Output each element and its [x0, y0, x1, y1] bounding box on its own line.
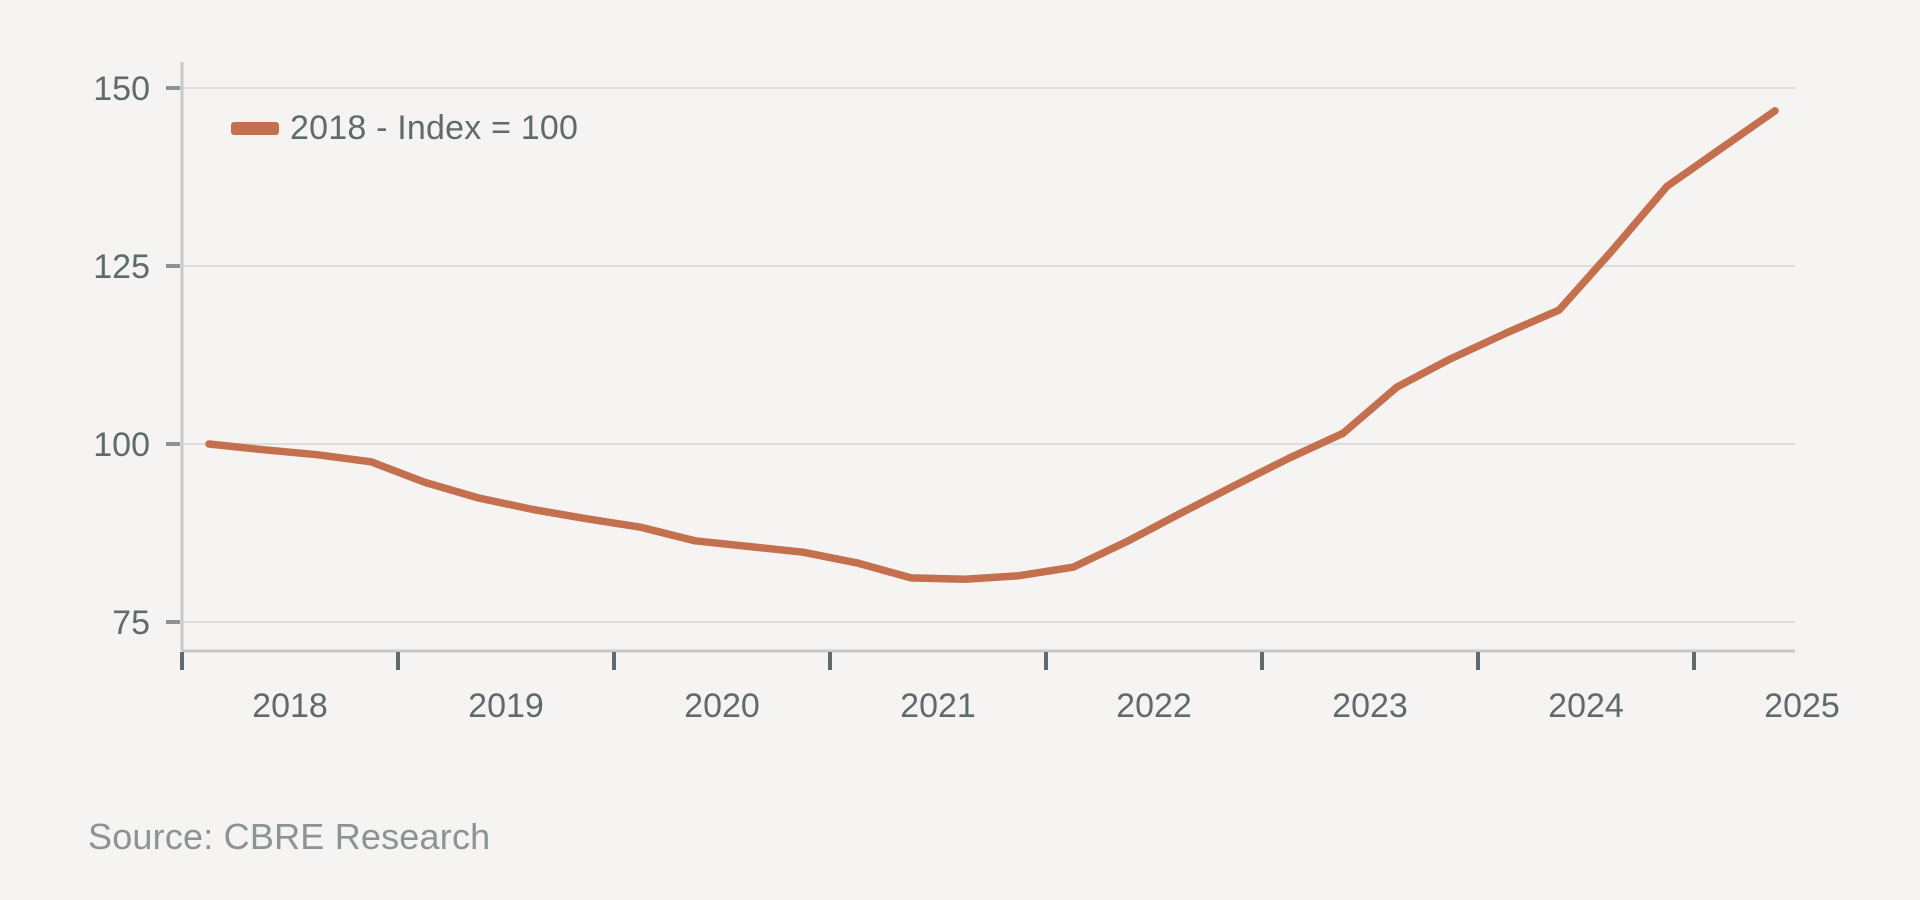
- legend-swatch: [231, 121, 279, 135]
- x-axis-label: 2021: [900, 687, 976, 725]
- x-axis-label: 2025: [1764, 687, 1840, 725]
- y-axis-label: 125: [93, 248, 150, 286]
- y-axis-label: 100: [93, 426, 150, 464]
- x-axis-label: 2019: [468, 687, 544, 725]
- x-axis-label: 2022: [1116, 687, 1192, 725]
- x-axis-label: 2023: [1332, 687, 1408, 725]
- x-axis-label: 2024: [1548, 687, 1624, 725]
- x-axis-label: 2018: [252, 687, 328, 725]
- y-axis-label: 150: [93, 70, 150, 108]
- x-axis-label: 2020: [684, 687, 760, 725]
- source-note: Source: CBRE Research: [88, 816, 491, 857]
- legend: 2018 - Index = 100: [231, 106, 578, 150]
- y-axis-label: 75: [112, 604, 150, 642]
- index-line-series: [205, 107, 1779, 584]
- legend-label: 2018 - Index = 100: [290, 108, 579, 147]
